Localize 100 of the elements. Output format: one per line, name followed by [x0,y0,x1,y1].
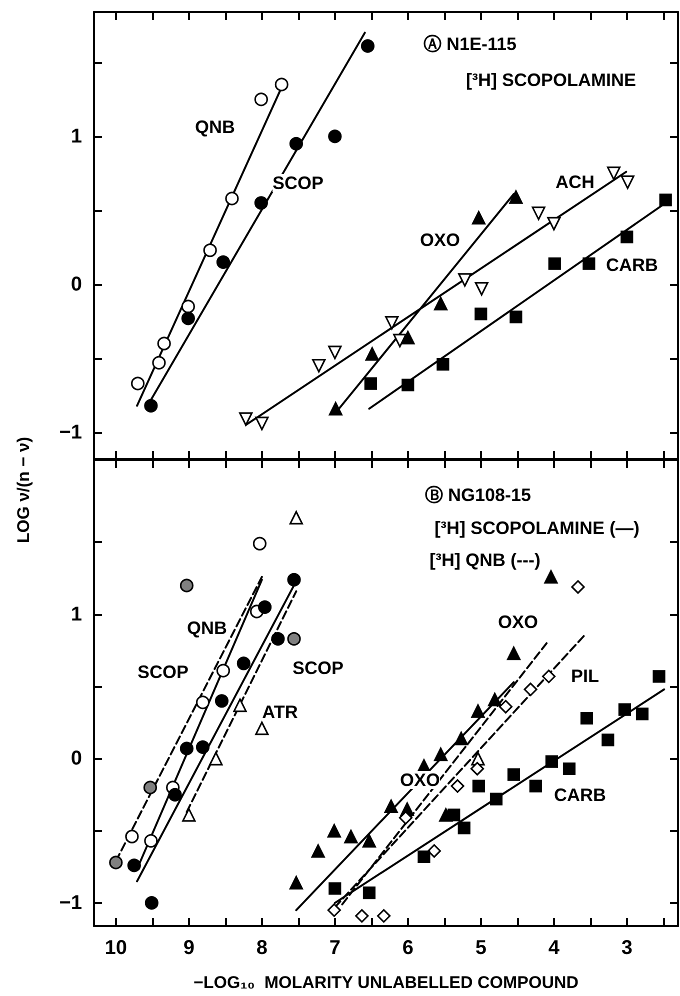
point [458,822,470,834]
point [434,296,448,310]
annotation: CARB [554,785,606,805]
point [362,834,376,848]
annotation: SCOP [272,173,324,193]
point [328,402,342,416]
point [355,909,369,923]
point [401,330,415,344]
point [289,510,304,525]
point [602,734,614,746]
point [385,316,399,330]
y-tick-label: 1 [70,125,82,148]
point [364,377,377,390]
point [529,780,542,792]
point [252,536,267,550]
point [532,206,546,220]
point [402,378,414,392]
point [182,808,196,822]
point [360,39,375,53]
x-tick-label: 7 [329,937,340,959]
annotation: [³H] SCOPOLAMINE [466,70,636,90]
annotation: ACH [556,172,594,192]
point [144,834,158,848]
x-tick-label: 3 [621,937,632,959]
point [225,192,239,206]
point [254,92,268,106]
point [548,257,561,270]
annotation: PIL [570,666,600,686]
y-tick-label: −1 [59,892,82,914]
point [454,732,468,746]
point [328,882,342,895]
point [472,780,486,792]
point [311,844,325,858]
point [196,740,210,754]
point [472,210,486,225]
point [545,755,558,768]
point [312,358,326,373]
point [488,692,502,706]
x-tick-label: 8 [256,937,268,959]
point [580,712,594,725]
annotation: SCOP [137,662,189,682]
annotation: Ⓐ N1E-115 [423,34,517,54]
point [542,670,556,684]
annotation: OXO [420,230,460,250]
point [418,850,430,864]
annotation: Ⓑ NG108-15 [424,485,532,505]
point [144,896,158,910]
point [510,310,522,324]
point [233,698,247,712]
point [214,694,229,708]
point [180,578,194,592]
point [216,255,230,269]
point [196,696,210,710]
point [384,799,398,814]
point [289,136,304,151]
point [143,780,158,794]
annotation: QNB [195,117,235,137]
point [524,682,538,696]
point [620,175,634,190]
point [474,282,488,296]
point [652,670,666,683]
point [157,336,171,350]
x-tick-label: 6 [402,937,414,959]
y-axis-title: LOG ν/(n − ν) [14,436,34,544]
annotation: OXO [498,612,538,632]
annotation: QNB [187,618,227,638]
point [474,308,488,320]
annotation: [³H] QNB (---) [430,550,540,570]
point [236,656,250,670]
point [507,768,520,781]
point [450,779,464,793]
x-tick-label: 4 [548,937,560,959]
point [636,708,649,720]
point [109,856,123,870]
point [344,830,358,844]
point [471,704,485,718]
point [365,347,379,361]
point [606,166,621,180]
point [254,196,268,210]
y-tick-label: 1 [70,603,82,626]
point [562,762,576,776]
point [490,792,503,806]
point [127,858,141,872]
x-tick-label: 5 [475,937,486,959]
point [571,580,585,594]
annotation: OXO [400,770,440,790]
point [239,412,253,426]
point [258,600,272,614]
point [274,78,288,92]
y-tick-label: −1 [59,421,82,444]
annotation: [³H] SCOPOLAMINE (—) [434,518,640,538]
point [125,830,139,844]
point [271,632,285,646]
point [618,703,632,716]
y-tick-label: 0 [70,273,82,296]
point [180,742,194,756]
point [327,824,341,838]
point [377,909,391,923]
point [289,876,304,890]
x-tick-label: 10 [104,937,128,959]
